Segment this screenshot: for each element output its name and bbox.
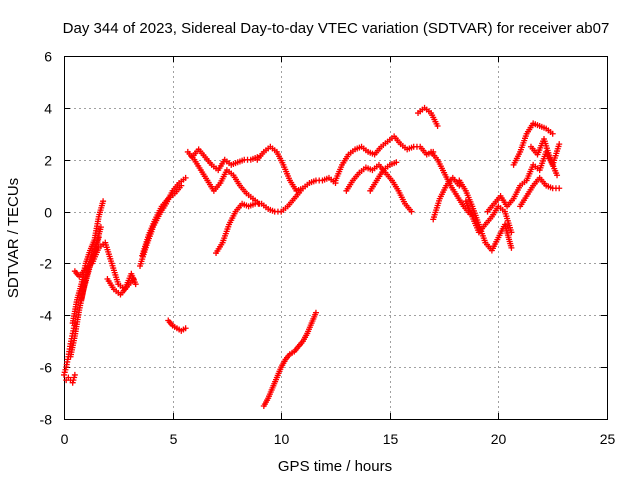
y-tick-label: -2 <box>40 256 53 272</box>
y-axis-label: SDTVAR / TECUs <box>5 178 22 298</box>
x-tick-label: 25 <box>600 431 616 447</box>
data-point <box>178 182 185 189</box>
data-point <box>182 325 189 332</box>
y-tick-label: 2 <box>44 153 52 169</box>
chart-title: Day 344 of 2023, Sidereal Day-to-day VTE… <box>63 20 610 37</box>
data-point <box>508 244 515 251</box>
data-point <box>556 185 563 192</box>
y-tick-label: 4 <box>44 101 52 117</box>
data-point <box>182 174 189 181</box>
data-point <box>132 281 139 288</box>
data-point <box>393 159 400 166</box>
data-point <box>408 208 415 215</box>
data-point <box>71 371 78 378</box>
data-point <box>100 198 107 205</box>
data-point <box>130 275 137 282</box>
x-tick-label: 15 <box>383 431 399 447</box>
data-point <box>312 309 319 316</box>
y-tick-label: -8 <box>40 412 53 428</box>
x-tick-label: 0 <box>61 431 69 447</box>
data-point <box>556 141 563 148</box>
y-tick-label: -4 <box>40 308 53 324</box>
data-points <box>61 104 563 410</box>
y-tick-label: 6 <box>44 49 52 65</box>
data-point <box>508 229 515 236</box>
data-point <box>549 130 556 137</box>
data-point <box>434 123 441 130</box>
y-tick-label: -6 <box>40 360 53 376</box>
y-tick-label: 0 <box>44 205 52 221</box>
x-tick-label: 20 <box>491 431 507 447</box>
plot-frame <box>64 56 608 420</box>
data-point <box>95 234 102 241</box>
x-axis-label: GPS time / hours <box>278 458 392 475</box>
x-tick-labels: 0 5 10 15 20 25 <box>61 431 616 447</box>
grid <box>64 56 607 419</box>
data-point <box>97 224 104 231</box>
x-tick-label: 10 <box>274 431 290 447</box>
data-point <box>554 172 561 179</box>
y-tick-labels: -8 -6 -4 -2 0 2 4 6 <box>40 49 53 428</box>
x-tick-label: 5 <box>170 431 178 447</box>
